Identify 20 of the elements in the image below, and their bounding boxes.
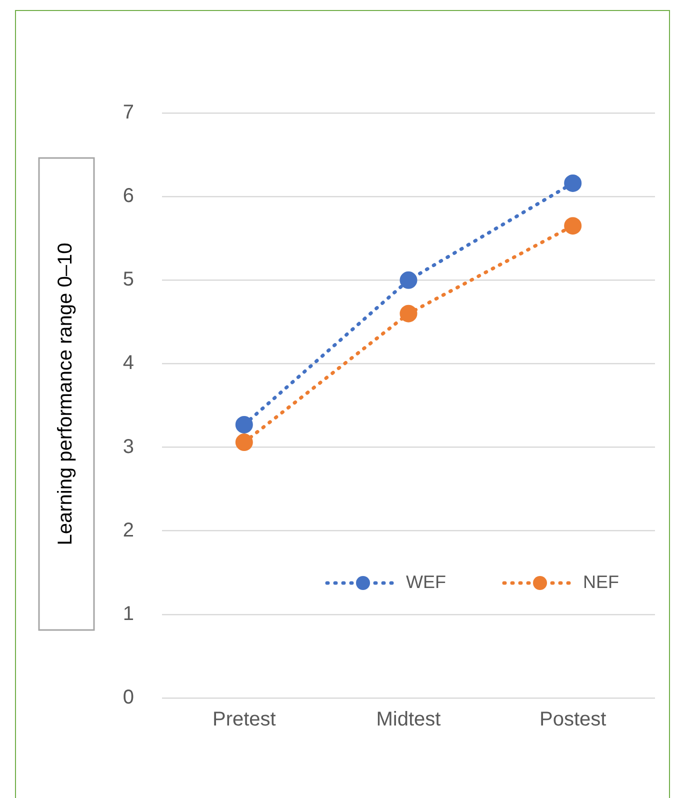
y-tick-label: 6 <box>122 185 134 208</box>
x-tick-label: Pretest <box>212 708 276 731</box>
y-tick-label: 4 <box>122 352 134 374</box>
point <box>235 434 253 452</box>
y-tick-label: 7 <box>122 102 134 124</box>
y-tick-label: 0 <box>122 686 134 709</box>
y-tick-label: 5 <box>122 268 134 291</box>
point <box>235 416 253 434</box>
point <box>400 304 418 322</box>
point <box>564 174 582 192</box>
x-tick-label: Postest <box>539 708 607 731</box>
y-tick-label: 1 <box>122 602 134 625</box>
x-tick-label: Midtest <box>376 708 442 731</box>
legend-label: WEF <box>406 572 446 592</box>
point <box>400 271 418 289</box>
point <box>564 217 582 235</box>
y-tick-label: 3 <box>122 436 134 458</box>
y-axis-title: Learning performance range 0–10 <box>54 242 77 546</box>
legend-label: NEF <box>582 572 619 592</box>
y-tick-label: 2 <box>122 519 134 542</box>
